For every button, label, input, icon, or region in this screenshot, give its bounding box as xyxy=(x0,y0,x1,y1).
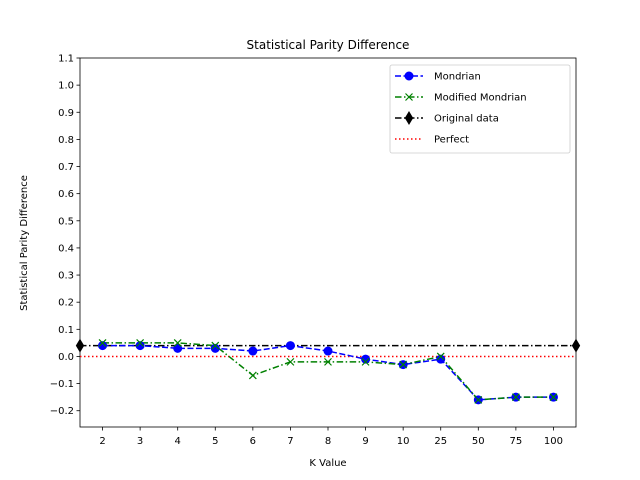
mondrian-point xyxy=(173,343,183,353)
modified-mondrian-point xyxy=(436,352,445,361)
x-tick-label: 8 xyxy=(325,436,331,447)
legend-label-original-data: Original data xyxy=(434,114,499,125)
y-tick-label: 0.7 xyxy=(58,162,74,173)
y-tick-label: 1.1 xyxy=(58,54,74,65)
legend-label-modified-mondrian: Modified Mondrian xyxy=(434,93,527,104)
modified-mondrian-point xyxy=(474,395,483,404)
x-tick-label: 50 xyxy=(472,436,485,447)
legend-label-mondrian: Mondrian xyxy=(434,72,481,83)
legend: Mondrian Modified Mondrian Original data Pe… xyxy=(389,64,571,154)
y-tick-label: 0.6 xyxy=(58,189,74,200)
original-data-marker xyxy=(571,338,581,353)
modified-mondrian-point xyxy=(248,371,257,380)
x-tick-label: 4 xyxy=(175,436,181,447)
y-tick-label: 0.5 xyxy=(58,216,74,227)
x-tick-label: 10 xyxy=(397,436,410,447)
legend-marker-modified-mondrian xyxy=(405,93,413,101)
x-tick-label: 100 xyxy=(544,436,563,447)
y-tick-label: 0.3 xyxy=(58,271,74,282)
x-tick-label: 5 xyxy=(212,436,218,447)
legend-label-perfect: Perfect xyxy=(434,135,469,146)
x-tick-label: 9 xyxy=(362,436,368,447)
x-tick-label: 75 xyxy=(510,436,523,447)
y-tick-label: 0.8 xyxy=(58,135,74,146)
modified-mondrian-point xyxy=(173,338,182,347)
mondrian-point xyxy=(98,341,108,351)
mondrian-point xyxy=(285,341,295,351)
y-tick-label: 0.1 xyxy=(58,325,74,336)
chart-title: Statistical Parity Difference xyxy=(247,38,410,52)
modified-mondrian-point xyxy=(549,393,558,402)
legend-box xyxy=(389,64,571,154)
x-axis-title: K Value xyxy=(309,458,346,469)
y-tick-label: −0.2 xyxy=(50,406,74,417)
x-tick-label: 2 xyxy=(99,436,105,447)
modified-mondrian-point xyxy=(511,393,520,402)
modified-mondrian-point xyxy=(211,341,220,350)
legend-marker-original-data xyxy=(404,111,414,125)
plot-area: −0.2 −0.1 0.0 0.1 0.2 0.3 0.4 0.5 0.6 0.7 0.8 0.9 1.… xyxy=(50,54,581,447)
modified-mondrian-point xyxy=(361,357,370,366)
x-tick-label: 6 xyxy=(250,436,256,447)
mondrian-point xyxy=(135,341,145,351)
legend-marker-mondrian xyxy=(404,71,414,81)
y-tick-label: 0.4 xyxy=(58,243,74,254)
y-tick-label: 0.0 xyxy=(58,352,74,363)
modified-mondrian-point xyxy=(399,360,408,369)
x-tick-label: 25 xyxy=(434,436,447,447)
modified-mondrian-point xyxy=(136,338,145,347)
mondrian-point xyxy=(248,346,258,356)
plot-content xyxy=(80,338,576,405)
mondrian-point xyxy=(323,346,333,356)
mondrian-point xyxy=(436,354,446,364)
x-tick-label: 3 xyxy=(137,436,143,447)
y-tick-label: 0.9 xyxy=(58,108,74,119)
modified-mondrian-point xyxy=(324,357,332,366)
x-tick-label: 7 xyxy=(287,436,293,447)
original-data-marker xyxy=(75,338,85,353)
modified-mondrian-point xyxy=(286,357,295,366)
y-tick-label: −0.1 xyxy=(50,379,74,390)
y-tick-label: 0.2 xyxy=(58,298,74,309)
modified-mondrian-point xyxy=(98,338,107,347)
y-axis-title: Statistical Parity Difference xyxy=(19,175,30,311)
mondrian-point xyxy=(210,343,220,353)
mondrian-point xyxy=(361,354,371,364)
y-tick-label: 1.0 xyxy=(58,81,74,92)
